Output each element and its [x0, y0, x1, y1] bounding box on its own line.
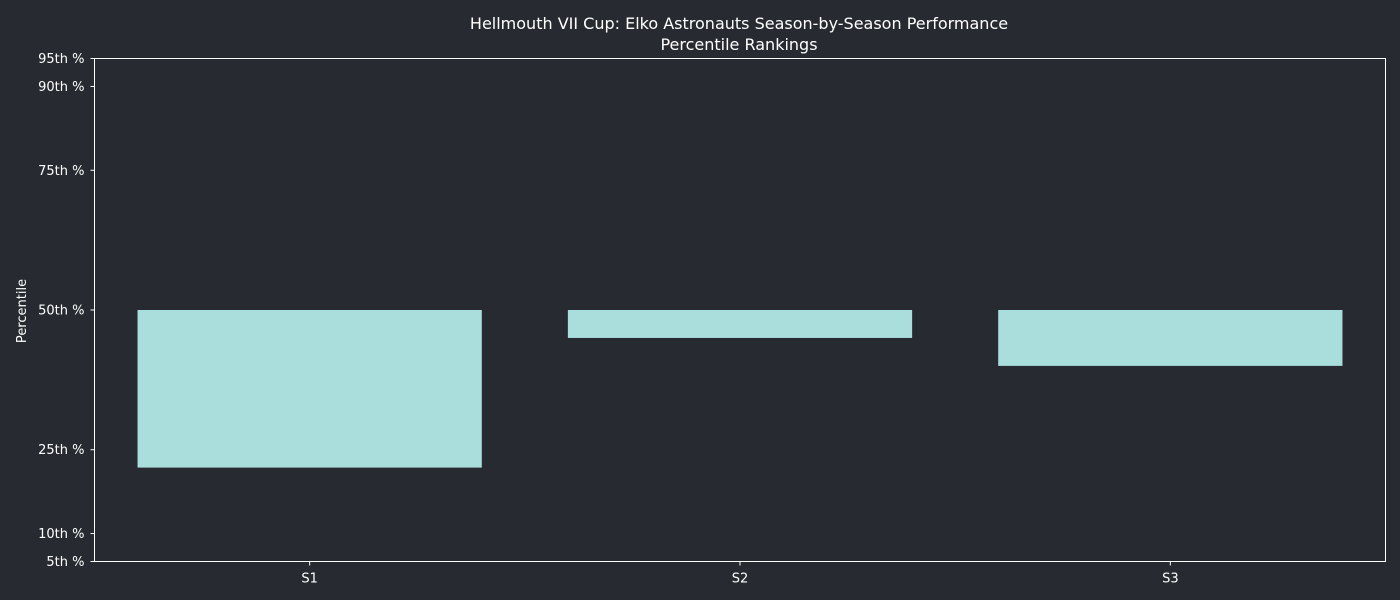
x-tick-label: S2 [732, 572, 749, 587]
x-tick-label: S1 [301, 572, 318, 587]
y-tick-label: 90th % [38, 80, 84, 95]
chart-subtitle: Percentile Rankings [660, 35, 817, 54]
y-tick-label: 10th % [38, 527, 84, 542]
plot-frame [94, 58, 1386, 562]
chart-title: Hellmouth VII Cup: Elko Astronauts Seaso… [470, 14, 1008, 33]
y-tick-label: 75th % [38, 164, 84, 179]
y-tick-label: 5th % [46, 555, 84, 570]
bar-s3 [998, 310, 1343, 366]
bars-layer [137, 310, 1343, 468]
bar-s2 [567, 310, 913, 338]
x-tick-label: S3 [1162, 572, 1179, 587]
bar-s1 [137, 310, 482, 468]
y-tick-label: 50th % [38, 304, 84, 319]
x-ticks-layer: S1 S2 S3 [301, 561, 1179, 587]
y-tick-label: 25th % [38, 443, 84, 458]
y-tick-label: 95th % [38, 52, 84, 67]
y-axis-label: Percentile [15, 279, 30, 343]
y-ticks-layer: 5th % 10th % 25th % 50th % 75th % 90th % 95th … [38, 52, 95, 570]
